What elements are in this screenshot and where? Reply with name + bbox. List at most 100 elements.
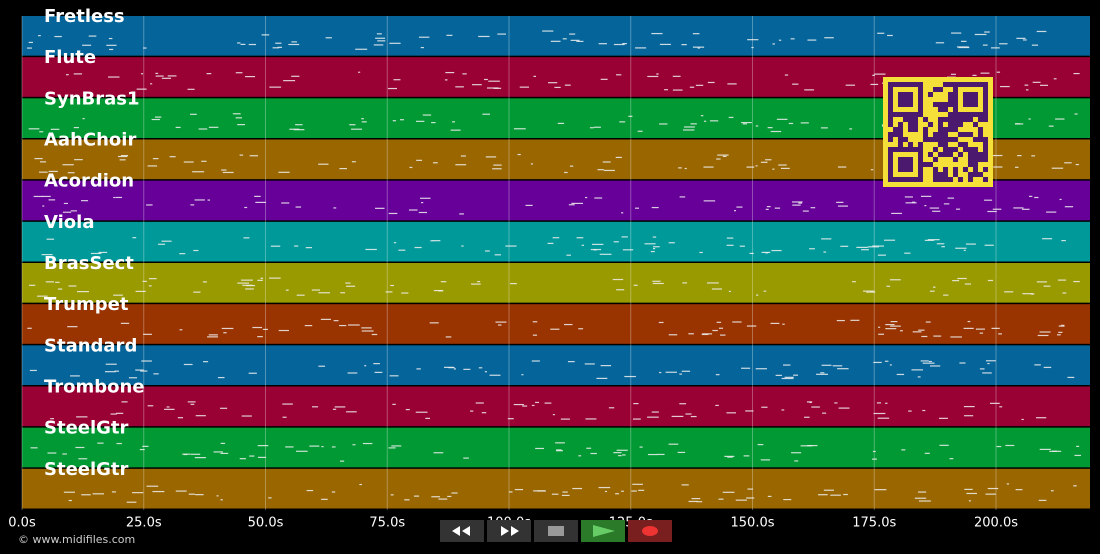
x-tick-label: 150.0s bbox=[731, 516, 775, 531]
note bbox=[223, 332, 227, 334]
note bbox=[955, 247, 967, 249]
qr-cell bbox=[978, 137, 983, 142]
note bbox=[206, 73, 212, 75]
note bbox=[600, 365, 612, 367]
note bbox=[837, 205, 849, 207]
note bbox=[373, 363, 380, 365]
note bbox=[850, 319, 860, 321]
note bbox=[821, 364, 832, 366]
note bbox=[392, 120, 396, 122]
note bbox=[478, 367, 483, 369]
qr-cell bbox=[958, 112, 963, 117]
note bbox=[697, 47, 700, 49]
note bbox=[1042, 238, 1053, 240]
qr-cell bbox=[963, 132, 968, 137]
note bbox=[874, 73, 886, 75]
note bbox=[73, 73, 83, 75]
qr-cell bbox=[893, 177, 898, 182]
note bbox=[195, 415, 206, 417]
note bbox=[1073, 280, 1080, 283]
qr-cell bbox=[913, 127, 918, 132]
qr-cell bbox=[923, 132, 928, 137]
note bbox=[461, 245, 464, 247]
note bbox=[998, 333, 1002, 335]
note bbox=[39, 161, 47, 163]
note bbox=[460, 155, 466, 157]
note bbox=[950, 73, 956, 75]
qr-cell bbox=[963, 102, 968, 107]
note bbox=[217, 376, 225, 379]
note bbox=[182, 453, 191, 455]
note bbox=[987, 487, 999, 490]
note bbox=[963, 405, 975, 408]
note bbox=[62, 453, 67, 455]
record-button[interactable] bbox=[628, 520, 672, 542]
note bbox=[684, 167, 687, 170]
note bbox=[924, 452, 930, 454]
note bbox=[361, 330, 374, 332]
note bbox=[278, 171, 290, 173]
fast-forward-button[interactable] bbox=[487, 520, 531, 542]
note bbox=[462, 73, 467, 75]
note bbox=[409, 166, 413, 169]
note bbox=[571, 202, 583, 205]
play-button[interactable] bbox=[581, 520, 625, 542]
qr-cell bbox=[923, 127, 928, 132]
note bbox=[837, 166, 847, 168]
qr-cell bbox=[888, 82, 893, 87]
note bbox=[513, 403, 524, 406]
qr-cell bbox=[918, 97, 923, 102]
stop-button[interactable] bbox=[534, 520, 578, 542]
note bbox=[1062, 292, 1067, 294]
note bbox=[741, 367, 751, 369]
rewind-button[interactable] bbox=[440, 520, 484, 542]
note bbox=[804, 89, 815, 91]
note bbox=[982, 372, 992, 374]
note bbox=[252, 326, 263, 329]
qr-cell bbox=[983, 97, 988, 102]
note bbox=[964, 283, 972, 285]
note bbox=[121, 401, 128, 403]
qr-cell bbox=[918, 82, 923, 87]
note bbox=[235, 72, 243, 74]
note bbox=[42, 205, 45, 207]
note bbox=[925, 321, 931, 323]
qr-cell bbox=[973, 162, 978, 167]
qr-cell bbox=[913, 177, 918, 182]
note bbox=[240, 43, 246, 46]
qr-cell bbox=[968, 177, 973, 182]
qr-cell bbox=[918, 112, 923, 117]
note bbox=[715, 374, 720, 376]
note bbox=[245, 288, 254, 290]
note bbox=[339, 167, 347, 170]
qr-cell bbox=[918, 147, 923, 152]
qr-cell bbox=[933, 87, 938, 92]
note bbox=[743, 455, 750, 457]
note bbox=[726, 244, 734, 246]
note bbox=[621, 212, 624, 214]
qr-cell bbox=[918, 152, 923, 157]
qr-cell bbox=[933, 147, 938, 152]
note bbox=[244, 206, 248, 209]
track-name: Standard bbox=[44, 335, 137, 356]
note bbox=[876, 402, 882, 404]
qr-cell bbox=[888, 112, 893, 117]
note bbox=[508, 491, 513, 493]
note bbox=[65, 74, 69, 76]
qr-cell bbox=[963, 167, 968, 172]
note bbox=[727, 83, 737, 85]
note bbox=[318, 163, 329, 165]
note bbox=[771, 249, 782, 252]
note bbox=[604, 490, 608, 493]
note bbox=[269, 86, 282, 88]
track-name: Viola bbox=[44, 212, 94, 233]
note bbox=[493, 164, 502, 166]
note bbox=[703, 120, 707, 122]
note bbox=[703, 166, 714, 168]
note bbox=[1053, 78, 1057, 80]
note bbox=[767, 127, 773, 129]
note bbox=[221, 327, 234, 330]
note bbox=[111, 491, 116, 493]
qr-cell bbox=[908, 102, 913, 107]
